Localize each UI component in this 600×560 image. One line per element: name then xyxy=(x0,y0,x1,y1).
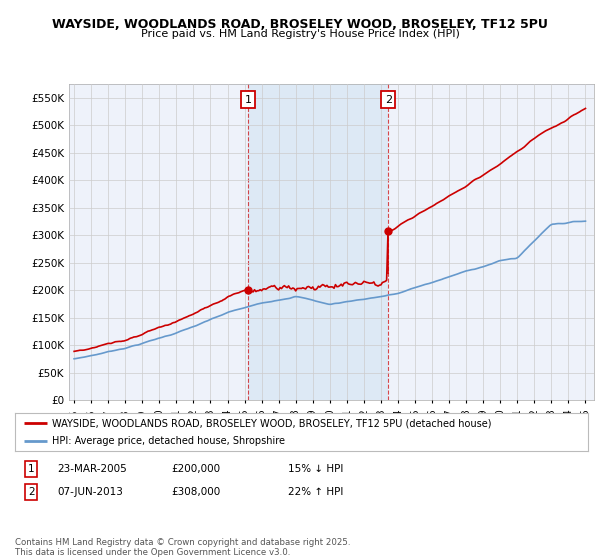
Text: 07-JUN-2013: 07-JUN-2013 xyxy=(57,487,123,497)
Text: 1: 1 xyxy=(28,464,35,474)
Text: WAYSIDE, WOODLANDS ROAD, BROSELEY WOOD, BROSELEY, TF12 5PU: WAYSIDE, WOODLANDS ROAD, BROSELEY WOOD, … xyxy=(52,18,548,31)
Text: 2: 2 xyxy=(28,487,35,497)
Text: 15% ↓ HPI: 15% ↓ HPI xyxy=(288,464,343,474)
Text: WAYSIDE, WOODLANDS ROAD, BROSELEY WOOD, BROSELEY, TF12 5PU (detached house): WAYSIDE, WOODLANDS ROAD, BROSELEY WOOD, … xyxy=(52,418,492,428)
Text: £200,000: £200,000 xyxy=(171,464,220,474)
Text: 23-MAR-2005: 23-MAR-2005 xyxy=(57,464,127,474)
Text: Price paid vs. HM Land Registry's House Price Index (HPI): Price paid vs. HM Land Registry's House … xyxy=(140,29,460,39)
Text: Contains HM Land Registry data © Crown copyright and database right 2025.
This d: Contains HM Land Registry data © Crown c… xyxy=(15,538,350,557)
Text: 1: 1 xyxy=(244,95,251,105)
Text: HPI: Average price, detached house, Shropshire: HPI: Average price, detached house, Shro… xyxy=(52,436,285,446)
Text: 2: 2 xyxy=(385,95,392,105)
Bar xyxy=(248,84,388,400)
Text: £308,000: £308,000 xyxy=(171,487,220,497)
Text: 22% ↑ HPI: 22% ↑ HPI xyxy=(288,487,343,497)
